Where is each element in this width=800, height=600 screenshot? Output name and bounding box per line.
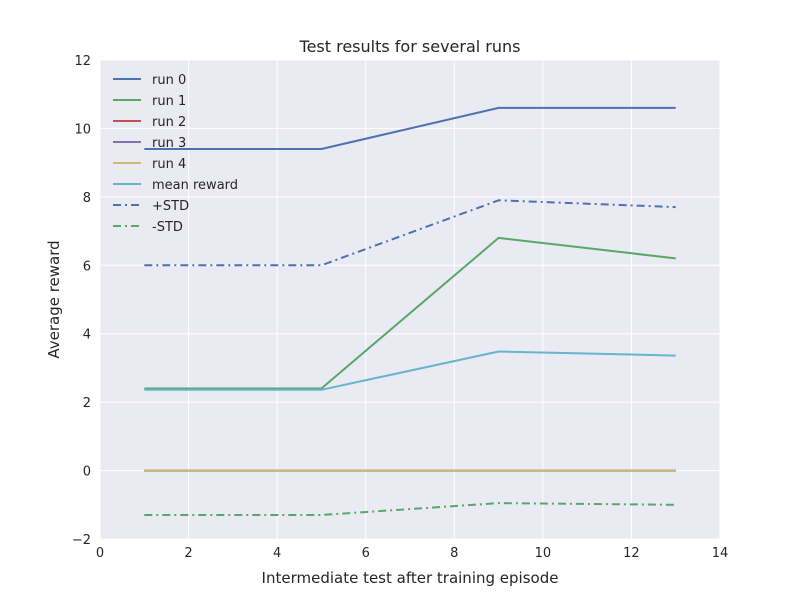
tick-labels: 0 2 4 6 8 10 12 14 −2 0 2 4 6 8 10 12 xyxy=(72,54,728,561)
x-tick-label: 10 xyxy=(535,546,552,561)
y-axis-label: Average reward xyxy=(45,240,63,358)
y-tick-label: 4 xyxy=(83,328,91,343)
legend-label-6: +STD xyxy=(152,199,189,214)
series-line-7 xyxy=(144,502,676,516)
y-tick-label: 6 xyxy=(83,259,91,274)
plot-area xyxy=(100,60,720,539)
chart-title: Test results for several runs xyxy=(299,37,521,56)
grid xyxy=(99,59,721,540)
y-tick-label: 10 xyxy=(74,122,91,137)
legend-label-3: run 3 xyxy=(152,136,186,151)
legend-label-0: run 0 xyxy=(152,73,186,88)
series-lines xyxy=(144,106,676,516)
y-tick-label: −2 xyxy=(72,533,91,548)
y-tick-label: 12 xyxy=(74,54,91,69)
legend-label-7: -STD xyxy=(152,220,183,235)
legend-label-1: run 1 xyxy=(152,94,186,109)
x-tick-label: 8 xyxy=(450,546,458,561)
y-tick-label: 8 xyxy=(83,191,91,206)
x-axis-label: Intermediate test after training episode xyxy=(262,569,559,587)
legend: run 0 run 1 run 2 run 3 run 4 mean reward +STD… xyxy=(113,73,238,235)
x-tick-label: 0 xyxy=(96,546,104,561)
series-line-6 xyxy=(144,199,676,267)
series-line-0 xyxy=(144,106,676,150)
series-line-5 xyxy=(144,350,676,391)
y-tick-label: 0 xyxy=(83,465,91,480)
x-tick-label: 2 xyxy=(184,546,192,561)
x-tick-label: 6 xyxy=(362,546,370,561)
legend-label-4: run 4 xyxy=(152,157,186,172)
legend-label-5: mean reward xyxy=(152,178,238,193)
x-tick-label: 14 xyxy=(712,546,729,561)
legend-label-2: run 2 xyxy=(152,115,186,130)
y-tick-label: 2 xyxy=(83,396,91,411)
x-tick-label: 4 xyxy=(273,546,281,561)
series-line-1 xyxy=(144,236,676,390)
x-tick-label: 12 xyxy=(623,546,640,561)
